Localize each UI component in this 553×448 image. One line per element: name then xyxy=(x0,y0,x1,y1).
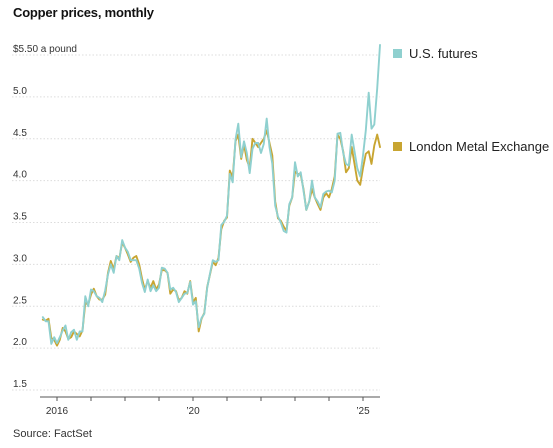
chart-title: Copper prices, monthly xyxy=(13,5,154,20)
y-tick-label: 3.0 xyxy=(13,253,27,264)
y-tick-label: 2.5 xyxy=(13,295,27,306)
legend-label: U.S. futures xyxy=(409,46,478,61)
y-tick-label: 4.0 xyxy=(13,170,27,181)
y-tick-label: 5.0 xyxy=(13,86,27,97)
grid-lines xyxy=(12,54,380,391)
legend: London Metal Exchange U.S. futures xyxy=(393,46,549,154)
source-note: Source: FactSet xyxy=(13,428,92,440)
y-tick-label: 1.5 xyxy=(13,379,27,390)
y-axis-tick-labels: $5.50 a pound 5.0 4.5 4.0 3.5 3.0 2.5 2.0 1.5 xyxy=(13,44,77,390)
y-tick-label: $5.50 a pound xyxy=(13,44,77,55)
y-tick-label: 3.5 xyxy=(13,212,27,223)
series-line-u-s-futures xyxy=(41,43,381,345)
legend-swatch xyxy=(393,142,402,151)
series-lines xyxy=(41,43,381,347)
x-axis: 2016 ’20 ’25 xyxy=(40,396,380,417)
x-tick-label: ’25 xyxy=(356,406,370,417)
x-tick-label: 2016 xyxy=(46,406,69,417)
x-tick-label: ’20 xyxy=(186,406,200,417)
y-tick-label: 4.5 xyxy=(13,128,27,139)
series-line-london-metal-exchange xyxy=(41,129,381,347)
legend-swatch xyxy=(393,49,402,58)
legend-label: London Metal Exchange xyxy=(409,139,549,154)
y-tick-label: 2.0 xyxy=(13,337,27,348)
